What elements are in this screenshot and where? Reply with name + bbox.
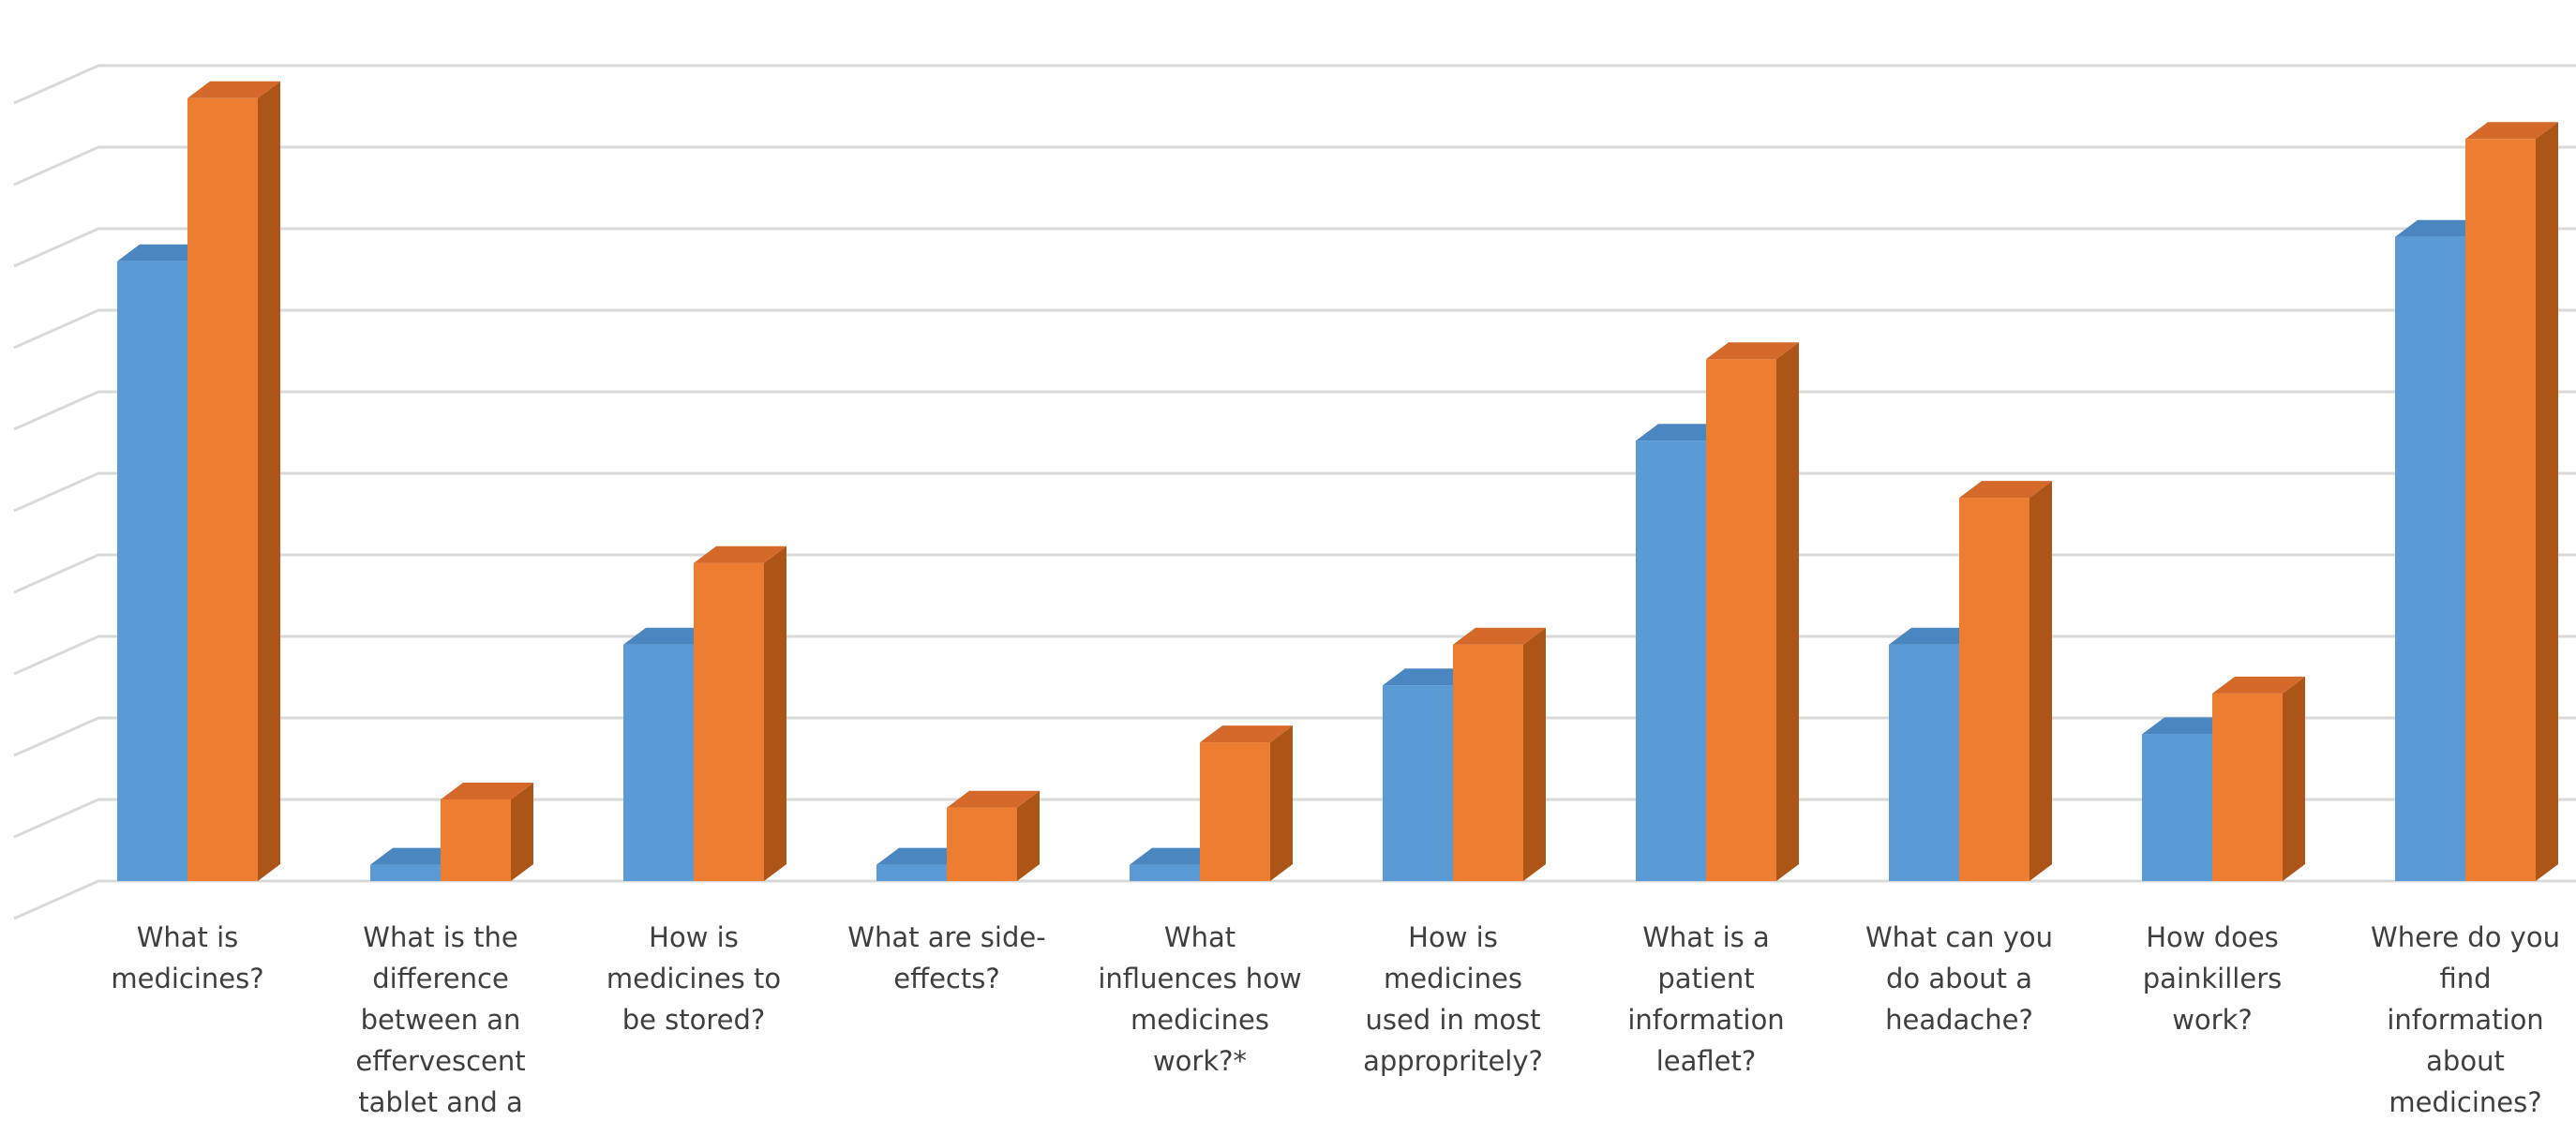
category-tick-label: What is the difference between an efferv… — [355, 921, 526, 1118]
bar-front — [441, 800, 511, 881]
bar-top — [1636, 424, 1729, 441]
bar-side — [1017, 790, 1040, 881]
bar-0-1 — [187, 81, 280, 882]
bars — [117, 81, 2558, 882]
bar-front — [117, 261, 187, 881]
category-tick-label: How is medicines used in most approprite… — [1363, 921, 1543, 1077]
bar-top — [2465, 122, 2558, 140]
bar-front — [1453, 644, 1523, 881]
bar-top — [876, 847, 969, 865]
bar-front — [1200, 742, 1270, 881]
bar-top — [1200, 725, 1293, 743]
gridline — [13, 471, 2576, 513]
gridlines — [13, 64, 2576, 920]
bar-1-1 — [441, 783, 533, 881]
bar-top — [1889, 627, 1982, 645]
gridline — [13, 879, 2576, 920]
bar-2-1 — [694, 546, 786, 881]
bar-top — [2212, 676, 2305, 694]
bar-front — [623, 644, 694, 881]
bar-7-1 — [1959, 481, 2052, 881]
bar-side — [1523, 627, 1546, 881]
category-tick-label: How does painkillers work? — [2142, 921, 2283, 1036]
bar-top — [117, 244, 210, 262]
bar-front — [947, 807, 1017, 881]
bar-front — [370, 864, 441, 881]
bar-8-1 — [2212, 676, 2305, 881]
bar-side — [258, 81, 280, 882]
bar-side — [1776, 342, 1799, 881]
bar-front — [1636, 441, 1706, 881]
bar-top — [1959, 481, 2052, 499]
bar-front — [1706, 359, 1776, 881]
category-tick-label: What can you do about a headache? — [1865, 921, 2053, 1036]
category-tick-label: Where do you find information about medi… — [2371, 921, 2560, 1118]
bar-front — [2142, 734, 2212, 881]
category-tick-label: What are side-effects? — [847, 921, 1046, 994]
bar-side — [1270, 725, 1293, 881]
gridline — [13, 635, 2576, 676]
gridline — [13, 64, 2576, 105]
category-tick-label: What is a patient information leaflet? — [1627, 921, 1785, 1077]
bar-4-1 — [1200, 725, 1293, 881]
bar-top — [1130, 847, 1222, 865]
bar-5-1 — [1453, 627, 1546, 881]
bar-side — [2536, 122, 2558, 882]
bar-6-1 — [1706, 342, 1799, 881]
bar-top — [187, 81, 280, 98]
bar-front — [1889, 644, 1959, 881]
bar-side — [2283, 676, 2305, 881]
bar-top — [1453, 627, 1546, 645]
category-tick-label: What is medicines? — [111, 921, 264, 994]
bar-front — [1130, 864, 1200, 881]
bar-top — [694, 546, 786, 563]
category-tick-label: What influences how medicines work?* — [1098, 921, 1302, 1077]
bar-top — [1383, 668, 1475, 686]
bar-top — [623, 627, 716, 645]
bar-front — [1959, 498, 2029, 881]
bar-front — [694, 562, 764, 881]
bar-front — [876, 864, 947, 881]
bar-top — [370, 847, 463, 865]
gridline — [13, 553, 2576, 594]
bar-top — [2395, 219, 2488, 237]
bar-front — [2395, 236, 2465, 881]
bar-side — [764, 546, 786, 881]
gridline — [13, 227, 2576, 268]
bar-top — [2142, 717, 2235, 735]
bar-front — [1383, 685, 1453, 881]
bar-front — [2212, 693, 2283, 881]
bar-top — [947, 790, 1040, 808]
gridline — [13, 145, 2576, 187]
bar-3-1 — [947, 790, 1040, 881]
bar-side — [2029, 481, 2052, 881]
bar-top — [441, 783, 533, 800]
bar-front — [2465, 139, 2536, 882]
gridline — [13, 308, 2576, 350]
gridline — [13, 390, 2576, 431]
bar-side — [511, 783, 533, 881]
bar-9-1 — [2465, 122, 2558, 882]
bar-front — [187, 97, 258, 882]
bar-top — [1706, 342, 1799, 360]
category-tick-label: How is medicines to be stored? — [606, 921, 782, 1036]
